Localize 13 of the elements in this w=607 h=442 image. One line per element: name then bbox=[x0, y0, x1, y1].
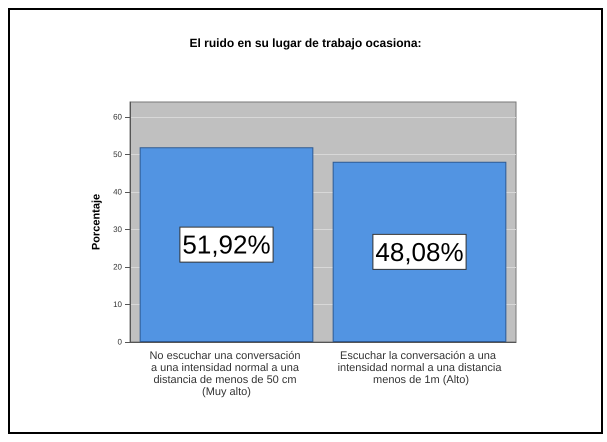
y-tick-label: 50 bbox=[113, 150, 123, 159]
data-label: 48,08% bbox=[375, 236, 464, 267]
y-tick-label: 30 bbox=[113, 225, 123, 234]
y-tick-label: 0 bbox=[118, 338, 123, 346]
chart-title: El ruido en su lugar de trabajo ocasiona: bbox=[189, 36, 422, 50]
data-label: 51,92% bbox=[182, 230, 271, 260]
y-tick-label: 20 bbox=[113, 262, 123, 272]
y-axis-title: Porcentaje bbox=[90, 194, 102, 250]
y-tick-label: 60 bbox=[113, 112, 123, 122]
y-tick-label: 10 bbox=[113, 300, 123, 309]
x-tick-label: Escuchar la conversación a una intensidad normal a una distancia menos de 1m (Alto) bbox=[338, 350, 502, 386]
y-tick-label: 40 bbox=[113, 188, 123, 196]
x-tick-label: No escuchar una conversación a una intensidad normal a una distancia de menos de 50 cm (Muy alto) bbox=[149, 350, 304, 398]
